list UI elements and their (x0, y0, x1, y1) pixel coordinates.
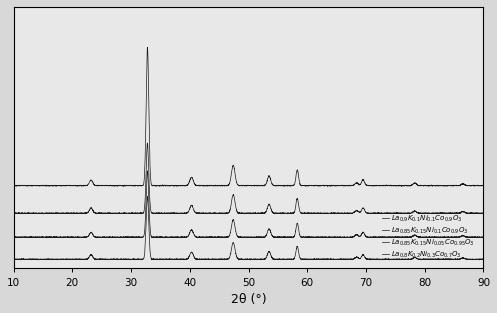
$La_{0.85}K_{0.15}Ni_{0.05}Co_{0.95}O_3$ (10, 235, 16, 239)
$La_{0.85}K_{0.15}Ni_{0.1}Co_{0.9}O_3$ (293, 205, 299, 209)
$La_{0.9}K_{0.1}Ni_{0.1}Co_{0.9}O_3$ (397, 184, 403, 187)
$La_{0.8}K_{0.2}Ni_{0.3}Co_{0.7}O_3$ (292, 252, 298, 256)
$La_{0.85}K_{0.15}Ni_{0.1}Co_{0.9}O_3$ (317, 211, 323, 215)
$La_{0.8}K_{0.2}Ni_{0.3}Co_{0.7}O_3$ (481, 258, 487, 261)
$La_{0.8}K_{0.2}Ni_{0.3}Co_{0.7}O_3$ (145, 195, 151, 198)
$La_{0.9}K_{0.1}Ni_{0.1}Co_{0.9}O_3$ (325, 184, 331, 188)
$La_{0.9}K_{0.1}Ni_{0.1}Co_{0.9}O_3$ (316, 184, 322, 187)
$La_{0.85}K_{0.15}Ni_{0.1}Co_{0.9}O_3$ (190, 206, 196, 210)
$La_{0.85}K_{0.15}Ni_{0.05}Co_{0.95}O_3$ (397, 235, 403, 239)
Line: $La_{0.8}K_{0.2}Ni_{0.3}Co_{0.7}O_3$: $La_{0.8}K_{0.2}Ni_{0.3}Co_{0.7}O_3$ (13, 197, 484, 260)
$La_{0.85}K_{0.15}Ni_{0.1}Co_{0.9}O_3$ (96, 211, 102, 215)
$La_{0.85}K_{0.15}Ni_{0.05}Co_{0.95}O_3$ (190, 231, 196, 235)
$La_{0.85}K_{0.15}Ni_{0.05}Co_{0.95}O_3$ (317, 235, 323, 239)
$La_{0.9}K_{0.1}Ni_{0.1}Co_{0.9}O_3$ (292, 178, 298, 182)
$La_{0.9}K_{0.1}Ni_{0.1}Co_{0.9}O_3$ (481, 184, 487, 188)
$La_{0.85}K_{0.15}Ni_{0.1}Co_{0.9}O_3$ (145, 141, 151, 145)
$La_{0.85}K_{0.15}Ni_{0.05}Co_{0.95}O_3$ (96, 235, 102, 239)
$La_{0.9}K_{0.1}Ni_{0.1}Co_{0.9}O_3$ (10, 183, 16, 187)
$La_{0.85}K_{0.15}Ni_{0.05}Co_{0.95}O_3$ (293, 229, 299, 233)
$La_{0.85}K_{0.15}Ni_{0.1}Co_{0.9}O_3$ (10, 211, 16, 215)
$La_{0.9}K_{0.1}Ni_{0.1}Co_{0.9}O_3$ (190, 178, 196, 182)
$La_{0.85}K_{0.15}Ni_{0.1}Co_{0.9}O_3$ (361, 208, 367, 211)
Legend: $La_{0.9}K_{0.1}Ni_{0.1}Co_{0.9}O_3$, $La_{0.85}K_{0.15}Ni_{0.1}Co_{0.9}O_3$, $L: $La_{0.9}K_{0.1}Ni_{0.1}Co_{0.9}O_3$, $L… (379, 211, 478, 262)
$La_{0.9}K_{0.1}Ni_{0.1}Co_{0.9}O_3$ (96, 184, 102, 188)
Line: $La_{0.85}K_{0.15}Ni_{0.1}Co_{0.9}O_3$: $La_{0.85}K_{0.15}Ni_{0.1}Co_{0.9}O_3$ (13, 143, 484, 214)
Line: $La_{0.9}K_{0.1}Ni_{0.1}Co_{0.9}O_3$: $La_{0.9}K_{0.1}Ni_{0.1}Co_{0.9}O_3$ (13, 47, 484, 186)
$La_{0.9}K_{0.1}Ni_{0.1}Co_{0.9}O_3$ (361, 180, 367, 183)
X-axis label: 2θ (°): 2θ (°) (231, 293, 266, 306)
$La_{0.8}K_{0.2}Ni_{0.3}Co_{0.7}O_3$ (477, 258, 483, 262)
$La_{0.9}K_{0.1}Ni_{0.1}Co_{0.9}O_3$ (145, 45, 151, 49)
$La_{0.85}K_{0.15}Ni_{0.1}Co_{0.9}O_3$ (481, 212, 487, 215)
$La_{0.85}K_{0.15}Ni_{0.1}Co_{0.9}O_3$ (397, 211, 403, 215)
$La_{0.8}K_{0.2}Ni_{0.3}Co_{0.7}O_3$ (10, 258, 16, 261)
$La_{0.85}K_{0.15}Ni_{0.05}Co_{0.95}O_3$ (43, 236, 49, 240)
$La_{0.8}K_{0.2}Ni_{0.3}Co_{0.7}O_3$ (316, 257, 322, 261)
$La_{0.85}K_{0.15}Ni_{0.1}Co_{0.9}O_3$ (242, 212, 248, 216)
$La_{0.85}K_{0.15}Ni_{0.05}Co_{0.95}O_3$ (145, 169, 151, 173)
Line: $La_{0.85}K_{0.15}Ni_{0.05}Co_{0.95}O_3$: $La_{0.85}K_{0.15}Ni_{0.05}Co_{0.95}O_3$ (13, 171, 484, 238)
$La_{0.85}K_{0.15}Ni_{0.05}Co_{0.95}O_3$ (361, 232, 367, 236)
$La_{0.8}K_{0.2}Ni_{0.3}Co_{0.7}O_3$ (361, 254, 367, 258)
$La_{0.8}K_{0.2}Ni_{0.3}Co_{0.7}O_3$ (190, 253, 196, 257)
$La_{0.8}K_{0.2}Ni_{0.3}Co_{0.7}O_3$ (96, 258, 102, 261)
$La_{0.8}K_{0.2}Ni_{0.3}Co_{0.7}O_3$ (397, 258, 403, 261)
$La_{0.85}K_{0.15}Ni_{0.05}Co_{0.95}O_3$ (481, 235, 487, 239)
